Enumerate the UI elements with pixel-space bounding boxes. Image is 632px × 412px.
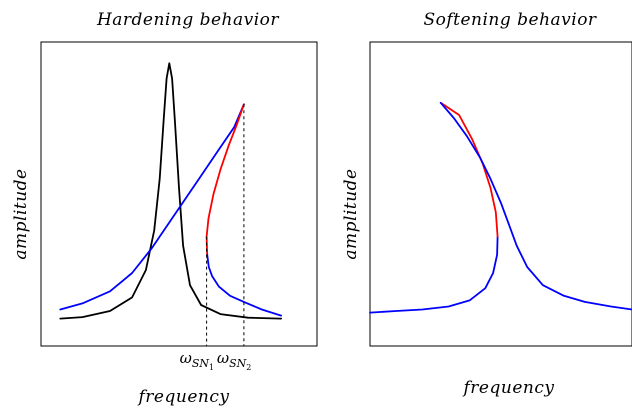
- hardening-y-axis-label: amplitude: [11, 168, 31, 259]
- softening-title: Softening behavior: [423, 10, 596, 30]
- marker-label-1: ωSN1: [180, 349, 215, 372]
- hardening-series-line-4: [206, 253, 282, 317]
- hardening-x-axis-label: frequency: [137, 387, 230, 407]
- hardening-series-line-2: [59, 103, 245, 311]
- softening-series-line-3: [439, 101, 632, 311]
- softening-y-axis-label: amplitude: [341, 168, 361, 259]
- softening-x-axis-label: frequency: [462, 378, 555, 398]
- marker-label-2: ωSN2: [217, 349, 252, 372]
- softening-series-line-2: [439, 101, 499, 238]
- softening-panel: Softening behavior frequency amplitude: [341, 10, 632, 398]
- hardening-series-line-3: [205, 103, 245, 256]
- hardening-series-group: [59, 62, 282, 320]
- hardening-series-line-1: [59, 62, 282, 320]
- softening-series-line-1: [369, 235, 499, 314]
- hardening-plot-frame: [40, 41, 318, 347]
- softening-plot-frame: [369, 41, 632, 347]
- hardening-title: Hardening behavior: [96, 10, 279, 30]
- softening-series-group: [369, 101, 632, 314]
